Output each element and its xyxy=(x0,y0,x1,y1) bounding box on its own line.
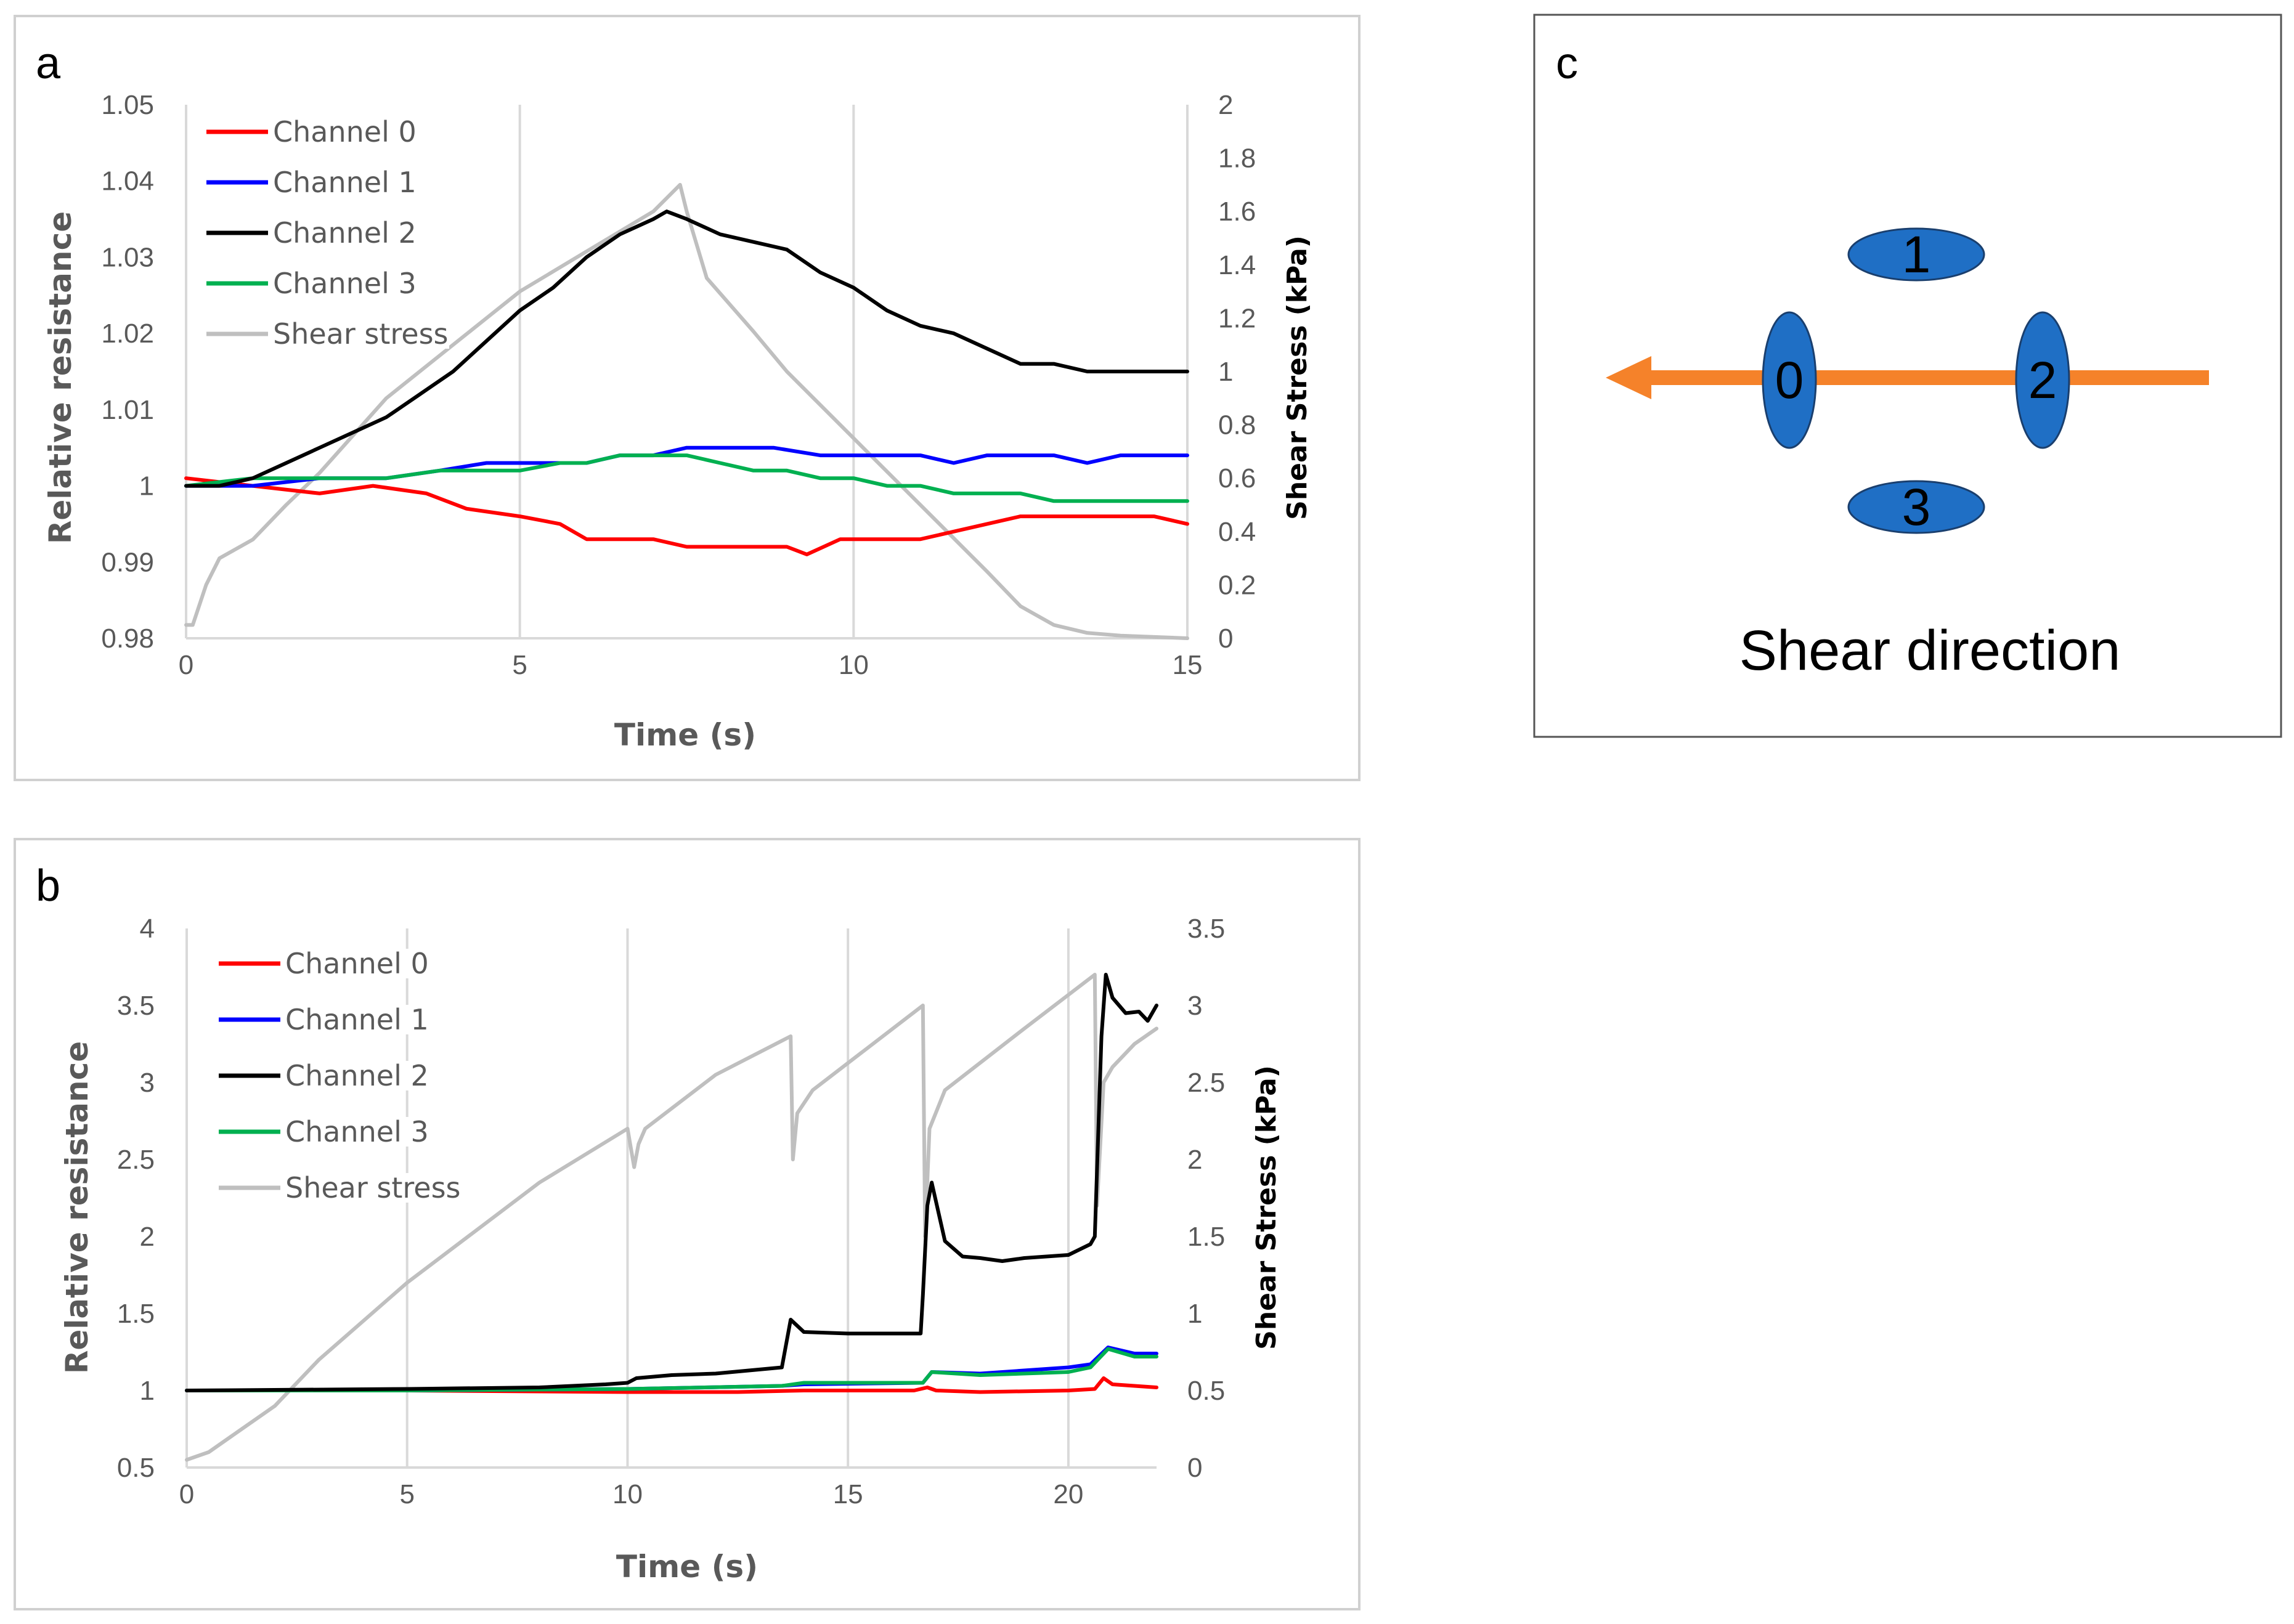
panel-b-series-shear-stress xyxy=(185,973,1158,1462)
panel-b-axes: 0 5 10 15 20 0.5 1 1.5 2 2.5 3 3.5 4 0 0.5 1 1.5 2 2.5 3 3.5 xyxy=(117,914,1225,1509)
channel-1-label: 1 xyxy=(1902,225,1931,283)
panel-c-letter: c xyxy=(1556,39,1578,88)
channel-3-label: 3 xyxy=(1902,478,1931,536)
panel-a-y-tick-label: 1 xyxy=(139,471,154,501)
shear-arrow-head-icon xyxy=(1606,356,1651,399)
panel-c: c 1 3 0 2 Shear direction xyxy=(1533,14,2282,738)
panel-a-y-tick-label: 0.99 xyxy=(101,547,154,577)
panel-b-series-channel-3 xyxy=(185,1347,1158,1392)
panel-b-legend-label: Channel 0 xyxy=(285,947,429,980)
panel-a-series-shear-stress xyxy=(184,182,1189,640)
panel-a-x-tick-label: 5 xyxy=(512,650,527,680)
panel-a-y-tick-label: 1.03 xyxy=(101,242,154,272)
panel-b-y2-tick-label: 3.5 xyxy=(1187,914,1225,944)
panel-a-series-channel-0 xyxy=(184,476,1189,556)
panel-a-y-tick-label: 1.05 xyxy=(101,90,154,120)
channel-1-electrode: 1 xyxy=(1847,225,1985,283)
panel-a-y2-tick-label: 1.2 xyxy=(1218,303,1256,333)
panel-a-y2-tick-label: 1.6 xyxy=(1218,197,1256,227)
panel-b: b 0 5 10 15 20 0.5 1 1.5 2 2.5 3 3.5 4 0 0.5 1 1.5 2 2.5 3 3… xyxy=(14,838,1361,1610)
channel-3-electrode: 3 xyxy=(1847,478,1985,536)
panel-b-y2-tick-label: 2.5 xyxy=(1187,1068,1225,1098)
panel-b-series-channel-0 xyxy=(185,1376,1158,1394)
panel-a-y-axis-title: Relative resistance xyxy=(43,211,78,544)
panel-b-series xyxy=(185,973,1158,1462)
panel-b-x-tick-label: 20 xyxy=(1053,1479,1083,1509)
channel-2-label: 2 xyxy=(2028,351,2057,409)
panel-b-x-tick-label: 5 xyxy=(399,1479,414,1509)
panel-b-letter: b xyxy=(36,861,60,911)
panel-a-letter: a xyxy=(36,39,61,88)
panel-b-y2-tick-label: 2 xyxy=(1187,1145,1202,1175)
panel-b-y2-axis-title: Shear Stress (kPa) xyxy=(1251,1065,1282,1350)
channel-2-electrode: 2 xyxy=(2015,311,2070,449)
channel-0-electrode: 0 xyxy=(1762,311,1817,449)
panel-a-x-axis-title: Time (s) xyxy=(614,717,756,753)
panel-a-axes: 0 5 10 15 0.98 0.99 1 1.01 1.02 1.03 1.04 1.05 0 0.2 0… xyxy=(101,90,1256,680)
panel-b-series-channel-2 xyxy=(185,973,1158,1392)
panel-a: a 0 5 10 15 0.98 0.99 1 1.01 1.02 1.03 1.04 1.05 0 0.… xyxy=(14,15,1361,781)
panel-a-y2-axis-title: Shear Stress (kPa) xyxy=(1282,235,1313,520)
panel-b-y2-tick-label: 1 xyxy=(1187,1299,1202,1329)
panel-b-y2-tick-label: 1.5 xyxy=(1187,1222,1225,1252)
panel-b-legend-label: Shear stress xyxy=(285,1171,461,1204)
panel-a-y2-tick-label: 1 xyxy=(1218,357,1233,387)
panel-a-y2-tick-label: 1.8 xyxy=(1218,144,1256,174)
panel-a-y2-tick-label: 0.6 xyxy=(1218,463,1256,493)
panel-a-y2-tick-label: 0.4 xyxy=(1218,517,1256,547)
panel-b-y-tick-label: 1 xyxy=(140,1376,155,1406)
panel-a-gridlines xyxy=(185,105,1189,639)
panel-b-y-tick-label: 1.5 xyxy=(117,1299,155,1329)
panel-b-y-tick-label: 2.5 xyxy=(117,1145,155,1175)
panel-b-x-tick-label: 0 xyxy=(179,1479,194,1509)
panel-a-y2-tick-label: 1.4 xyxy=(1218,250,1256,280)
panel-b-y2-tick-label: 0.5 xyxy=(1187,1376,1225,1406)
panel-a-y-tick-label: 1.02 xyxy=(101,319,154,349)
panel-a-legend-label: Channel 0 xyxy=(273,115,417,148)
panel-b-x-axis-title: Time (s) xyxy=(616,1549,758,1585)
panel-b-x-tick-label: 10 xyxy=(612,1479,643,1509)
panel-a-legend-label: Channel 3 xyxy=(273,267,417,300)
panel-b-legend-label: Channel 2 xyxy=(285,1059,429,1092)
panel-a-legend: Channel 0 Channel 1 Channel 2 Channel 3 Shea… xyxy=(203,115,449,351)
panel-b-legend-label: Channel 3 xyxy=(285,1115,429,1148)
panel-a-x-tick-label: 10 xyxy=(839,650,869,680)
panel-a-y2-tick-label: 0.2 xyxy=(1218,570,1256,600)
panel-b-legend-label: Channel 1 xyxy=(285,1003,429,1036)
panel-a-series-channel-3 xyxy=(184,453,1189,503)
shear-direction-caption: Shear direction xyxy=(1739,619,2121,682)
channel-0-label: 0 xyxy=(1775,351,1804,409)
panel-a-y2-tick-label: 0.8 xyxy=(1218,410,1256,441)
panel-b-y-axis-title: Relative resistance xyxy=(59,1041,95,1374)
panel-b-y2-tick-label: 0 xyxy=(1187,1453,1202,1483)
panel-b-x-tick-label: 15 xyxy=(833,1479,863,1509)
panel-b-y2-tick-label: 3 xyxy=(1187,991,1202,1021)
panel-b-y-tick-label: 2 xyxy=(140,1222,155,1252)
panel-a-y2-tick-label: 0 xyxy=(1218,623,1233,654)
panel-b-y-tick-label: 3.5 xyxy=(117,991,155,1021)
panel-a-x-tick-label: 15 xyxy=(1173,650,1203,680)
panel-a-legend-label: Channel 2 xyxy=(273,216,417,250)
panel-a-series xyxy=(184,182,1189,640)
panel-a-legend-label: Shear stress xyxy=(273,317,449,351)
panel-a-y-tick-label: 1.01 xyxy=(101,395,154,425)
panel-a-y2-tick-label: 2 xyxy=(1218,90,1233,120)
panel-b-y-tick-label: 3 xyxy=(140,1068,155,1098)
panel-a-legend-label: Channel 1 xyxy=(273,166,417,199)
panel-b-y-tick-label: 4 xyxy=(140,914,155,944)
panel-b-y-tick-label: 0.5 xyxy=(117,1453,155,1483)
panel-a-series-channel-2 xyxy=(184,209,1189,488)
panel-a-x-tick-label: 0 xyxy=(179,650,193,680)
panel-a-series-channel-1 xyxy=(184,445,1189,488)
panel-a-y-tick-label: 0.98 xyxy=(101,623,154,654)
panel-b-legend: Channel 0 Channel 1 Channel 2 Channel 3 Shea… xyxy=(215,947,462,1204)
panel-a-y-tick-label: 1.04 xyxy=(101,166,154,197)
